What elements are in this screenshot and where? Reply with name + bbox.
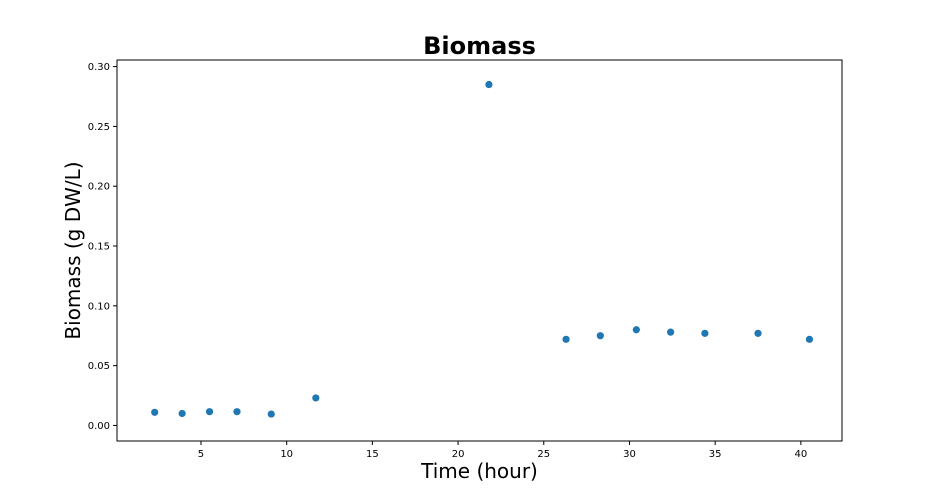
data-point <box>805 335 814 343</box>
y-tick-label: 0.00 <box>88 421 110 432</box>
y-tick-label: 0.10 <box>88 301 110 312</box>
chart-title: Biomass <box>423 32 536 60</box>
data-point <box>701 329 709 337</box>
y-tick-label: 0.15 <box>88 242 110 253</box>
y-tick-label: 0.05 <box>88 361 110 372</box>
x-tick-label: 10 <box>280 449 293 460</box>
data-point <box>632 326 640 334</box>
y-tick-label: 0.20 <box>88 182 110 193</box>
data-point <box>596 332 604 340</box>
x-axis-label: Time (hour) <box>420 459 538 483</box>
data-point <box>667 328 675 336</box>
data-point <box>267 410 275 418</box>
plot-frame <box>116 59 843 442</box>
data-point <box>754 329 762 337</box>
x-tick-label: 30 <box>623 449 636 460</box>
y-tick-label: 0.30 <box>88 62 110 73</box>
data-point <box>233 408 241 416</box>
x-tick-label: 40 <box>794 449 807 460</box>
x-tick-label: 35 <box>709 449 722 460</box>
y-tick-label: 0.25 <box>88 122 110 133</box>
data-point <box>151 408 159 416</box>
y-axis-label: Biomass (g DW/L) <box>61 161 85 339</box>
data-point <box>485 80 493 89</box>
x-tick-label: 15 <box>366 449 379 460</box>
data-point <box>205 408 214 416</box>
data-point <box>562 335 570 343</box>
x-tick-label: 25 <box>537 449 550 460</box>
x-axis-ticks: 5 10 15 20 25 30 35 40 <box>198 441 807 460</box>
data-points <box>151 80 814 418</box>
x-tick-label: 5 <box>198 449 204 460</box>
data-point <box>312 394 320 402</box>
x-tick-label: 20 <box>452 449 465 460</box>
data-point <box>178 409 186 418</box>
plot-background <box>117 60 842 441</box>
y-axis-ticks: 0.00 0.05 0.10 0.15 0.20 0.25 0.30 <box>88 62 117 432</box>
